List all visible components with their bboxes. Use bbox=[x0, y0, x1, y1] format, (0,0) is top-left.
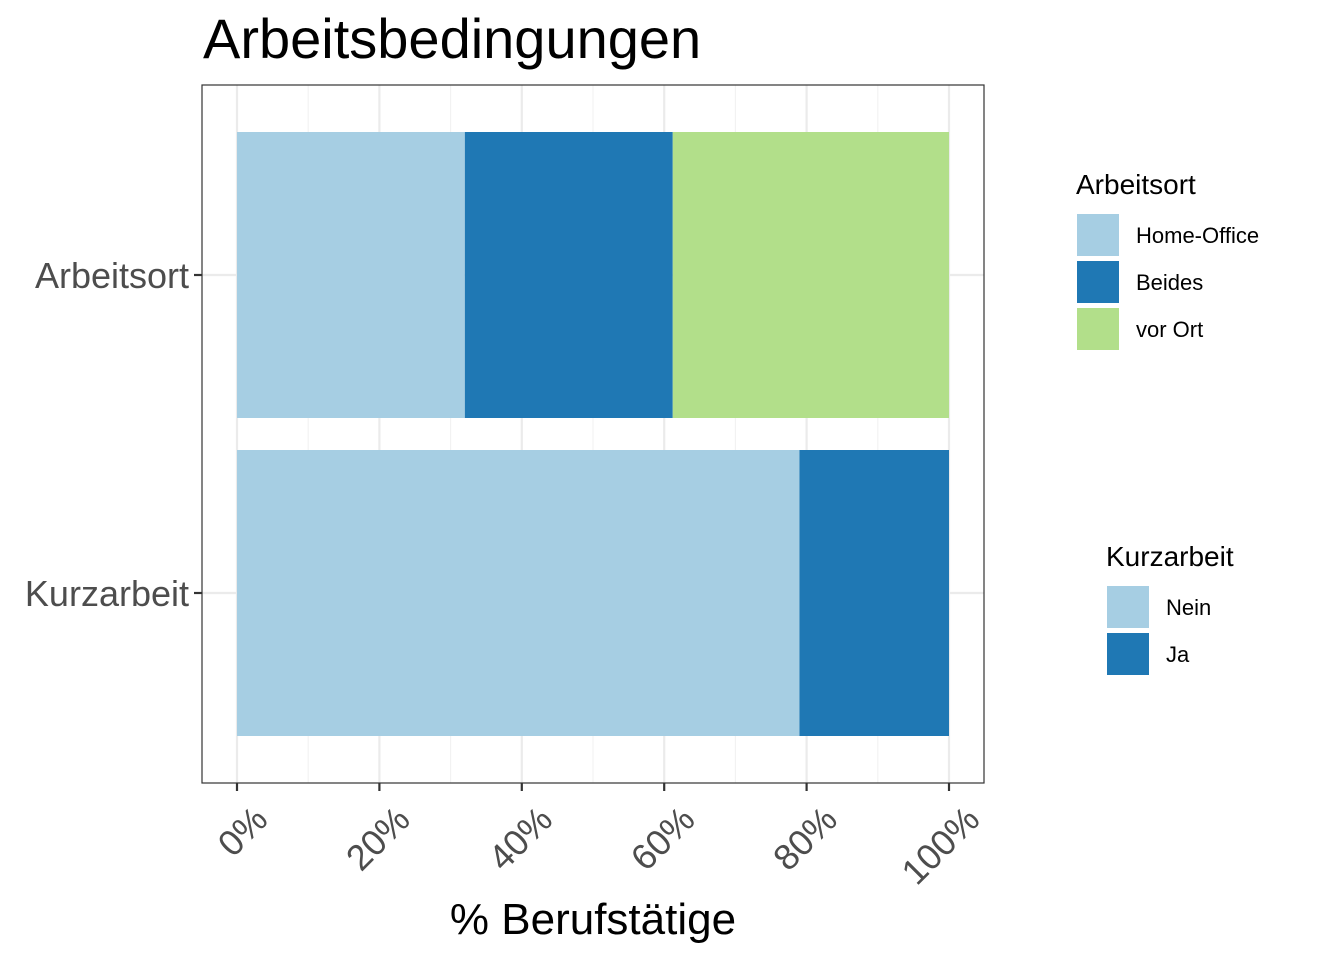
legend-key bbox=[1105, 631, 1151, 677]
legend-arbeitsort: Arbeitsort Home-Office Beides vor Ort bbox=[1075, 169, 1259, 352]
legend-key bbox=[1075, 306, 1121, 352]
chart-title: Arbeitsbedingungen bbox=[203, 7, 701, 70]
legend-label: vor Ort bbox=[1136, 317, 1203, 342]
bar-segment-arbeitsort-home-office bbox=[237, 132, 465, 418]
y-axis: Arbeitsort Kurzarbeit bbox=[25, 255, 202, 614]
x-axis: 0% 20% 40% 60% 80% 100% bbox=[210, 783, 987, 892]
x-tick-label: 60% bbox=[623, 798, 703, 878]
bar-segment-kurzarbeit-ja bbox=[799, 450, 949, 736]
plot-panel-border bbox=[201, 84, 985, 784]
legend-label: Home-Office bbox=[1136, 223, 1259, 248]
x-axis-label: % Berufstätige bbox=[450, 895, 736, 944]
x-tick-label: 20% bbox=[338, 798, 418, 878]
y-tick-label: Kurzarbeit bbox=[25, 573, 189, 614]
x-tick-label: 0% bbox=[210, 798, 276, 864]
x-tick-label: 100% bbox=[893, 798, 987, 892]
legend-kurzarbeit: Kurzarbeit Nein Ja bbox=[1105, 541, 1234, 677]
bar-segment-kurzarbeit-nein bbox=[237, 450, 800, 736]
legend-label: Ja bbox=[1166, 642, 1190, 667]
legend-key bbox=[1075, 259, 1121, 305]
x-tick-label: 40% bbox=[480, 798, 560, 878]
x-tick-label: 80% bbox=[765, 798, 845, 878]
bar-segment-arbeitsort-vor-ort bbox=[672, 132, 949, 418]
legend-title: Arbeitsort bbox=[1076, 169, 1196, 200]
y-tick-label: Arbeitsort bbox=[35, 255, 189, 296]
bars bbox=[237, 132, 949, 736]
legend-label: Beides bbox=[1136, 270, 1203, 295]
legend-key bbox=[1105, 584, 1151, 630]
bar-segment-arbeitsort-beides bbox=[464, 132, 673, 418]
legend-label: Nein bbox=[1166, 595, 1211, 620]
legend-title: Kurzarbeit bbox=[1106, 541, 1234, 572]
legends: Arbeitsort Home-Office Beides vor Ort Kurzar… bbox=[1075, 169, 1259, 677]
legend-key bbox=[1075, 212, 1121, 258]
